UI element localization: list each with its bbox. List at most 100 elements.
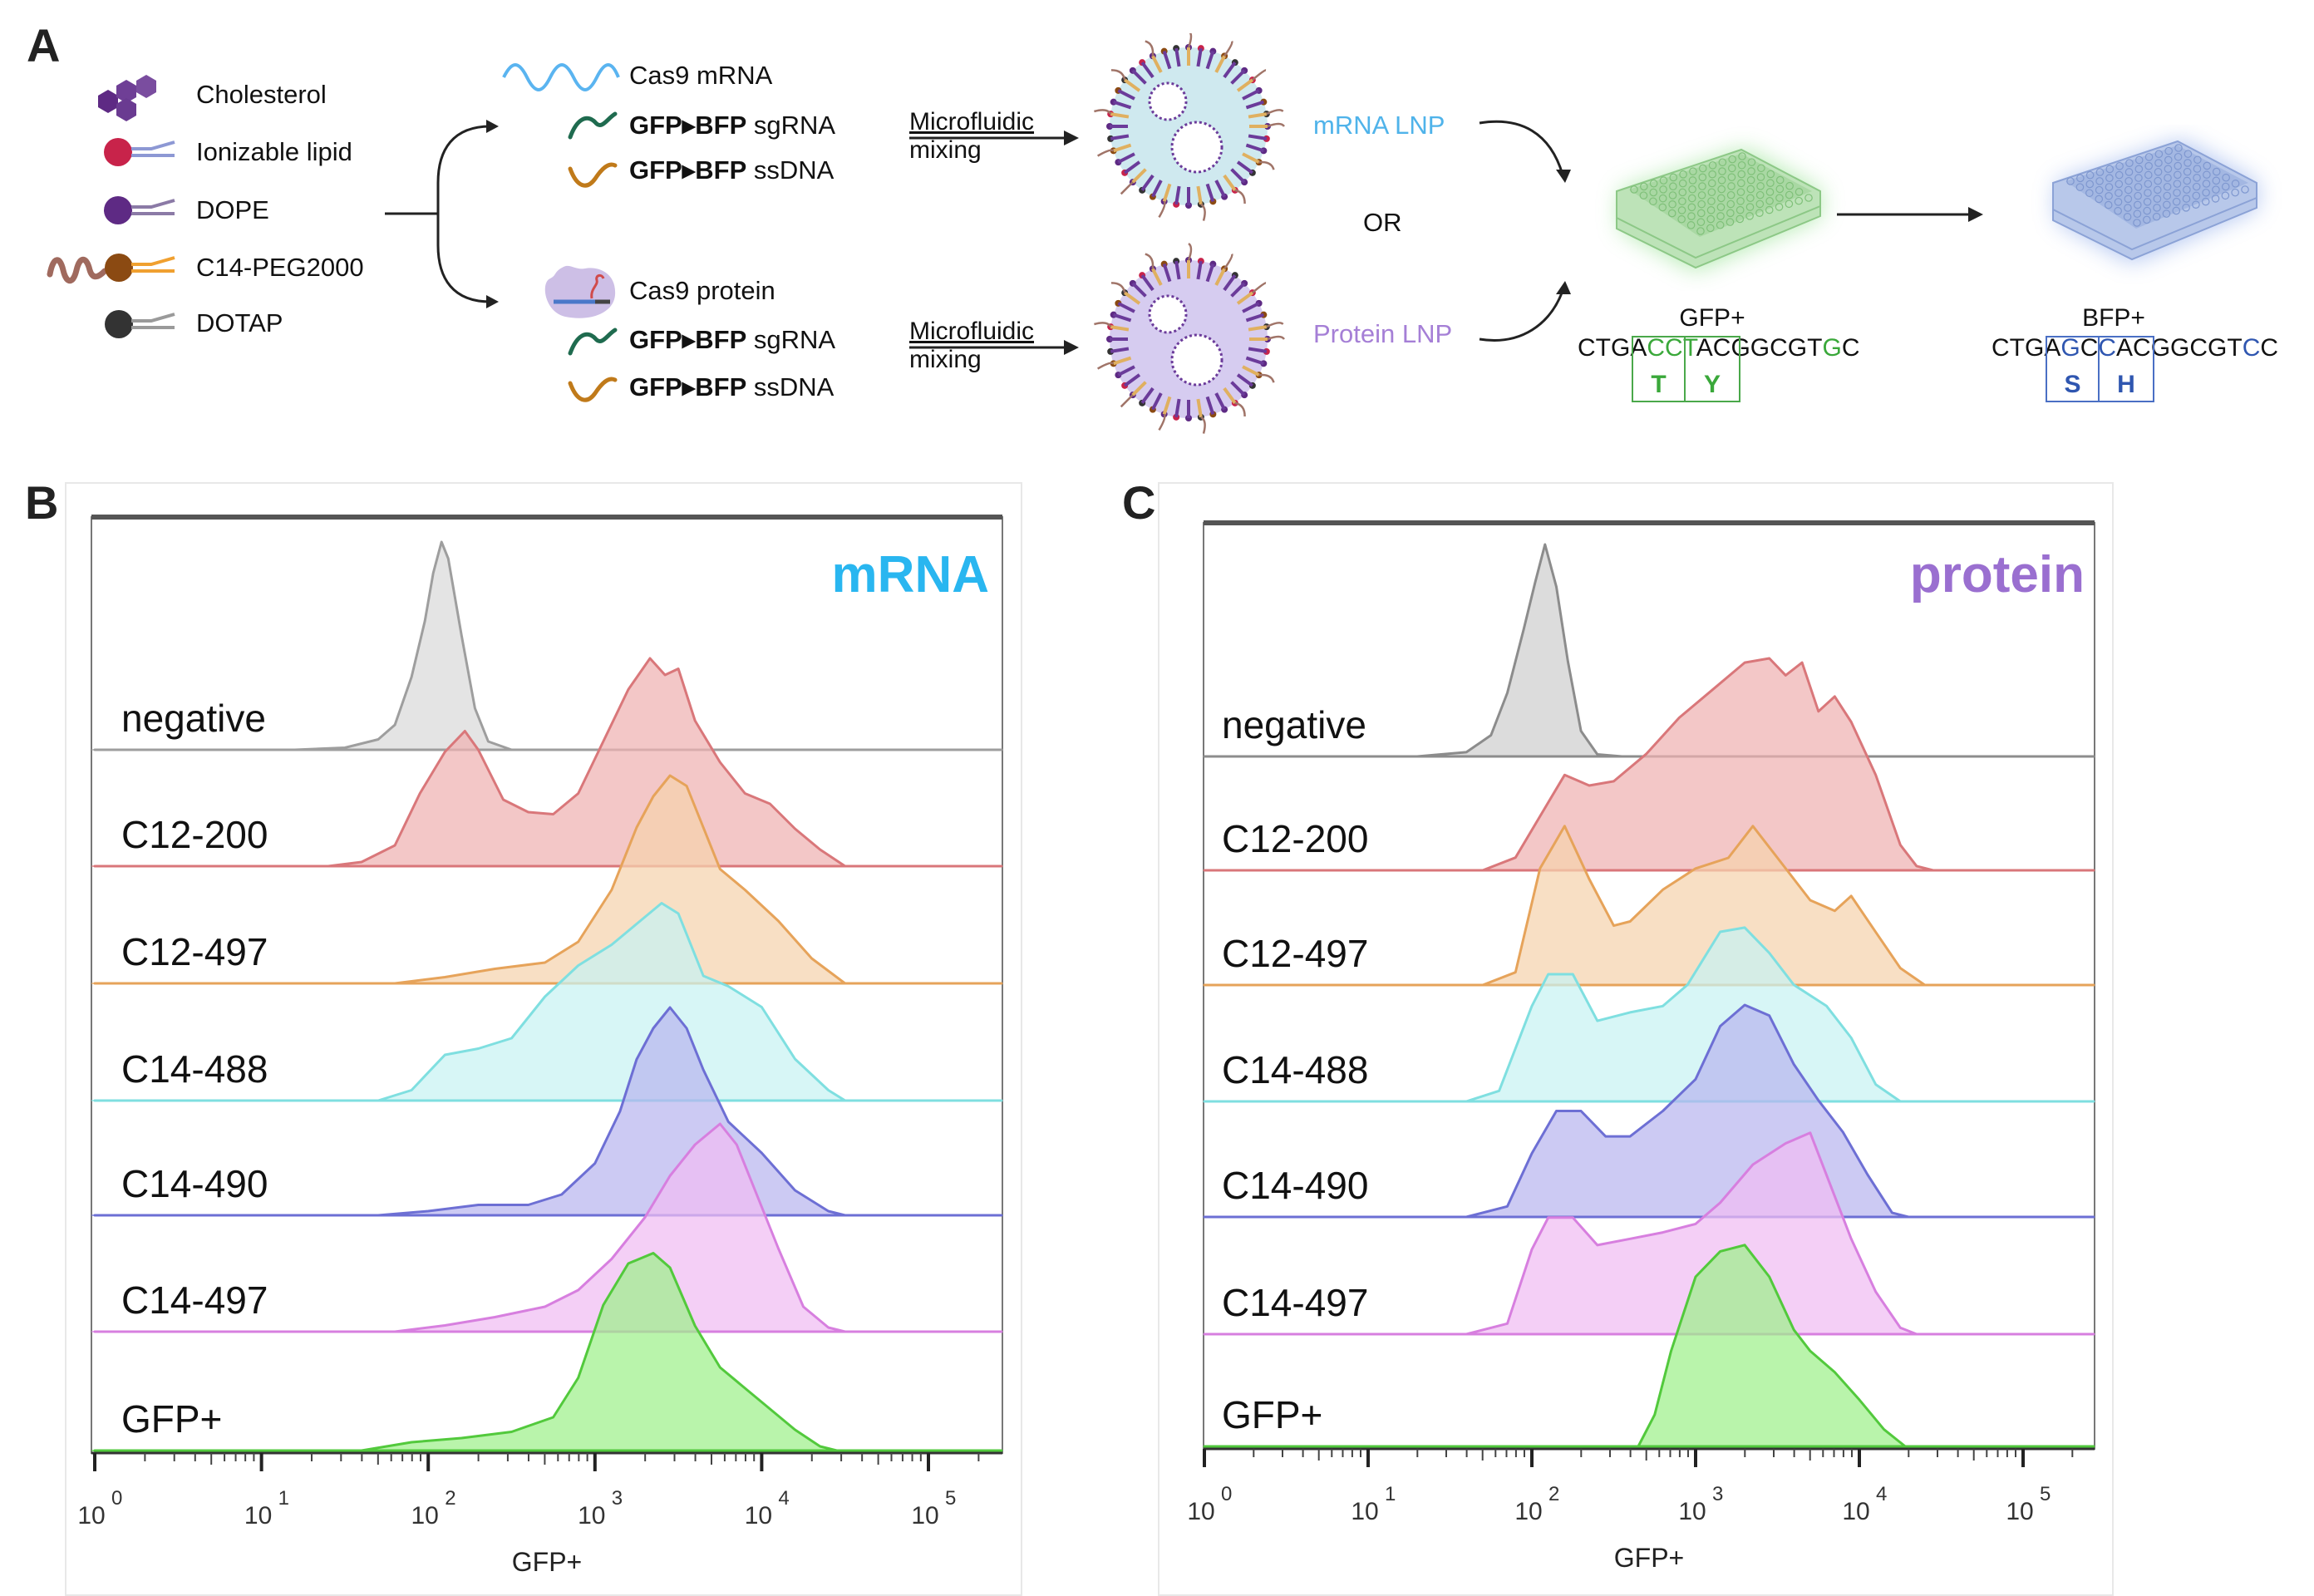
well: [2154, 159, 2163, 167]
histogram-c14-490: [1203, 1003, 2095, 1219]
well: [2144, 153, 2154, 161]
well: [2154, 168, 2163, 176]
lipid-tail: [1245, 100, 1264, 110]
well: [2182, 204, 2190, 212]
well: [1698, 173, 1707, 182]
well: [2164, 155, 2173, 165]
well: [1716, 220, 1725, 229]
lipid-tail: [1230, 381, 1246, 397]
x-tick-exponent: 3: [612, 1487, 623, 1510]
lipid-tail: [1236, 291, 1254, 305]
well: [2152, 212, 2161, 221]
well: [2184, 159, 2192, 167]
lane-label: C14-497: [121, 1278, 268, 1322]
peg-chain: [1096, 149, 1115, 157]
panel-b-letter: B: [25, 476, 59, 529]
well: [2133, 200, 2142, 209]
bfp-sequence: CTGAGCCACGGCGTCC: [1992, 334, 2278, 362]
well: [2095, 185, 2104, 195]
peg-chain: [1094, 109, 1112, 115]
well: [1785, 181, 1794, 190]
lipid-tail: [1131, 168, 1147, 184]
well: [1688, 185, 1696, 194]
well: [2154, 185, 2162, 195]
x-tick-label: 10: [1842, 1498, 1869, 1525]
well: [1726, 200, 1736, 209]
well: [1775, 194, 1784, 202]
histogram-c12-200: [93, 657, 1003, 868]
well: [2172, 206, 2181, 215]
well: [2115, 189, 2123, 197]
well: [1775, 203, 1784, 211]
well: [2115, 170, 2124, 180]
peg-chain: [1200, 203, 1206, 221]
lipid-tail: [1123, 160, 1141, 175]
lane-label: C14-488: [1222, 1048, 1368, 1091]
well: [2144, 170, 2153, 180]
well: [1804, 194, 1813, 202]
well: [2174, 161, 2183, 170]
lipid-tail: [1242, 89, 1260, 101]
bfp-plate-title: BFP+: [2082, 304, 2145, 332]
lipid-tail: [1140, 174, 1155, 192]
aqueous-pocket: [1148, 294, 1188, 334]
well: [1766, 179, 1775, 188]
lipid-tail: [1196, 260, 1203, 280]
well: [2114, 206, 2122, 215]
gfp-amino-acid-2: Y: [1703, 371, 1721, 398]
x-tick-exponent: 4: [1876, 1483, 1887, 1505]
peg-chain: [1110, 69, 1126, 81]
well: [2172, 197, 2181, 206]
arrow-head-icon: [1064, 131, 1079, 145]
sgrna-wave-icon: [568, 111, 618, 140]
histogram-negative: [93, 540, 1003, 751]
lipid-tail: [1174, 260, 1181, 280]
histogram-c12-497: [1203, 825, 2095, 987]
legend-dotap: DOTAP: [196, 308, 283, 337]
lipid-tail: [1214, 55, 1226, 73]
well: [1697, 191, 1706, 200]
lipid-tail: [1162, 183, 1172, 202]
well: [1785, 200, 1794, 209]
mrna-wave-icon: [502, 63, 620, 91]
lnp-icon: [1094, 33, 1286, 221]
well: [2124, 168, 2134, 176]
lipid-tail: [1110, 134, 1130, 140]
peg-chain: [1110, 282, 1126, 293]
x-tick-exponent: 2: [1548, 1483, 1559, 1505]
lipid-tail: [1214, 180, 1226, 198]
well: [1756, 182, 1765, 190]
well: [1687, 194, 1696, 203]
ssdna-protein-label: GFP▸BFP ssDNA: [629, 372, 834, 402]
gfp-sequence: CTGACCTACGGCGTGC: [1578, 334, 1859, 362]
well: [1677, 214, 1686, 224]
well: [1649, 197, 1657, 206]
well: [2133, 209, 2142, 219]
well: [1688, 176, 1697, 185]
lipid-tail: [1117, 302, 1135, 313]
well: [2221, 191, 2230, 200]
lnp-particles: [1094, 33, 1286, 434]
lipid-tail: [1242, 365, 1260, 377]
histogram-gfp-: [93, 1252, 1003, 1452]
bfp-codon-box-2: H: [2098, 336, 2154, 402]
lipid-tail: [1174, 398, 1181, 418]
well: [1678, 197, 1686, 205]
sgrna-suffix: sgRNA: [746, 111, 836, 140]
well: [2075, 183, 2085, 191]
lipid-tail: [1140, 387, 1155, 405]
lipid-tail: [1230, 168, 1246, 184]
well: [1716, 203, 1726, 211]
well: [1717, 185, 1726, 194]
well: [1706, 224, 1715, 233]
well: [1755, 190, 1765, 200]
well: [1667, 209, 1676, 218]
well: [1686, 221, 1696, 229]
lipid-tail: [1223, 387, 1237, 405]
well: [2134, 174, 2143, 182]
x-tick-exponent: 5: [945, 1487, 956, 1510]
well: [2114, 198, 2123, 206]
sequence-segment: ACGGCGT: [2116, 334, 2243, 362]
sequence-segment: CTGA: [1992, 334, 2061, 362]
legend-dope: DOPE: [196, 195, 269, 224]
